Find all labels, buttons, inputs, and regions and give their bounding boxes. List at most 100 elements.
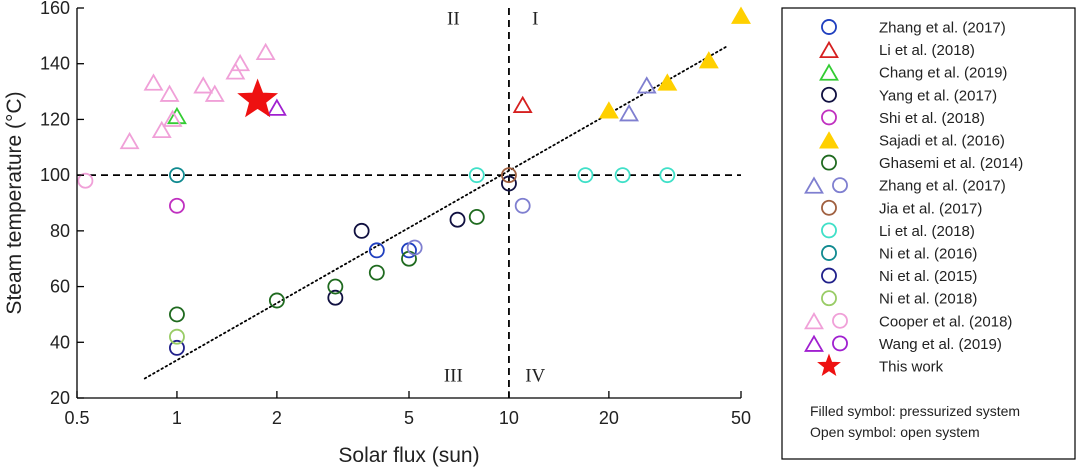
data-point	[225, 62, 246, 80]
data-point	[169, 328, 185, 345]
legend-marker	[821, 19, 837, 35]
legend-label: Li et al. (2018)	[879, 42, 975, 59]
legend-marker	[819, 63, 839, 81]
data-point	[327, 289, 344, 306]
data-point	[353, 222, 370, 239]
x-tick-label: 1	[172, 408, 182, 428]
x-tick-label: 50	[731, 408, 751, 428]
data-point	[143, 73, 164, 91]
x-tick-label: 20	[599, 408, 619, 428]
data-point	[468, 167, 485, 184]
legend-marker	[821, 199, 837, 216]
legend-marker	[821, 154, 837, 171]
y-tick-label: 160	[40, 0, 70, 18]
x-tick-label: 5	[404, 408, 414, 428]
y-tick-label: 120	[40, 109, 70, 129]
data-point	[731, 6, 751, 24]
data-point	[193, 76, 214, 94]
data-point	[204, 84, 225, 102]
legend-label: Chang et al. (2019)	[879, 65, 1007, 82]
legend-box	[781, 7, 1076, 460]
data-point	[598, 101, 619, 119]
data-point	[268, 292, 285, 309]
legend-marker	[821, 222, 837, 239]
x-tick-label: 10	[499, 408, 519, 428]
legend-marker	[832, 335, 848, 352]
legend-note: Filled symbol: pressurized system	[810, 403, 1020, 419]
data-point	[169, 339, 185, 356]
legend-marker	[821, 86, 837, 103]
data-point	[698, 51, 719, 69]
data-point	[169, 306, 185, 323]
data-point	[169, 197, 185, 214]
legend-label: Jia et al. (2017)	[879, 200, 982, 217]
data-point	[468, 208, 485, 225]
data-point	[659, 167, 676, 184]
data-point	[368, 264, 385, 281]
data-point	[514, 197, 531, 214]
legend-label: Ni et al. (2015)	[879, 268, 977, 285]
x-axis-label: Solar flux (sun)	[338, 444, 479, 467]
quadrant-label: IV	[525, 365, 545, 386]
data-point	[230, 53, 251, 72]
data-point	[636, 76, 657, 94]
y-tick-label: 80	[50, 221, 70, 241]
data-point	[449, 211, 466, 228]
data-point	[368, 242, 385, 259]
y-tick-label: 20	[50, 388, 70, 408]
data-point	[119, 131, 140, 150]
data-point	[501, 167, 517, 184]
legend-marker	[821, 245, 837, 261]
legend-marker	[821, 109, 837, 126]
data-point	[237, 78, 279, 118]
legend-marker	[819, 131, 839, 149]
y-tick-label: 140	[40, 54, 70, 74]
y-axis-label: Steam temperature (°C)	[3, 91, 26, 314]
legend-marker	[819, 40, 839, 59]
y-tick-label: 100	[40, 165, 70, 185]
data-point	[255, 42, 276, 61]
data-point	[166, 106, 187, 125]
data-point	[169, 167, 185, 184]
data-point	[266, 98, 287, 116]
legend-label: Sajadi et al. (2016)	[879, 133, 1005, 150]
quadrant-label: I	[532, 9, 538, 30]
legend-label: Zhang et al. (2017)	[879, 178, 1006, 195]
legend-label: Zhang et al. (2017)	[879, 20, 1006, 37]
legend-marker	[832, 312, 848, 329]
trend-line	[143, 46, 727, 380]
legend-marker	[804, 334, 824, 352]
legend-marker	[821, 290, 837, 307]
legend-label: Shi et al. (2018)	[879, 110, 985, 127]
data-point	[501, 175, 517, 192]
data-point	[77, 172, 94, 189]
legend-label: Ghasemi et al. (2014)	[879, 155, 1023, 172]
data-point	[619, 104, 639, 122]
quadrant-label: III	[444, 365, 463, 386]
legend-marker	[804, 311, 824, 330]
legend-label: Cooper et al. (2018)	[879, 313, 1012, 330]
data-point	[657, 73, 678, 91]
data-point	[406, 239, 423, 256]
legend-label: Yang et al. (2017)	[879, 87, 997, 104]
data-point	[151, 120, 172, 139]
legend-label: Ni et al. (2016)	[879, 246, 977, 263]
legend-label: Wang et al. (2019)	[879, 336, 1002, 353]
x-tick-label: 0.5	[64, 408, 89, 428]
legend-marker	[832, 177, 848, 194]
data-point	[162, 109, 183, 127]
data-point	[577, 167, 594, 184]
y-tick-label: 60	[50, 277, 70, 297]
data-point	[159, 84, 180, 102]
data-point	[512, 95, 533, 113]
data-point	[327, 278, 344, 295]
legend: Zhang et al. (2017) Li et al. (2018) Chang…	[781, 7, 1076, 460]
x-tick-label: 2	[272, 408, 282, 428]
data-point	[614, 167, 631, 184]
y-tick-label: 40	[50, 332, 70, 352]
legend-marker	[817, 353, 841, 377]
quadrant-label: II	[447, 9, 460, 30]
legend-note: Open symbol: open system	[810, 424, 980, 440]
